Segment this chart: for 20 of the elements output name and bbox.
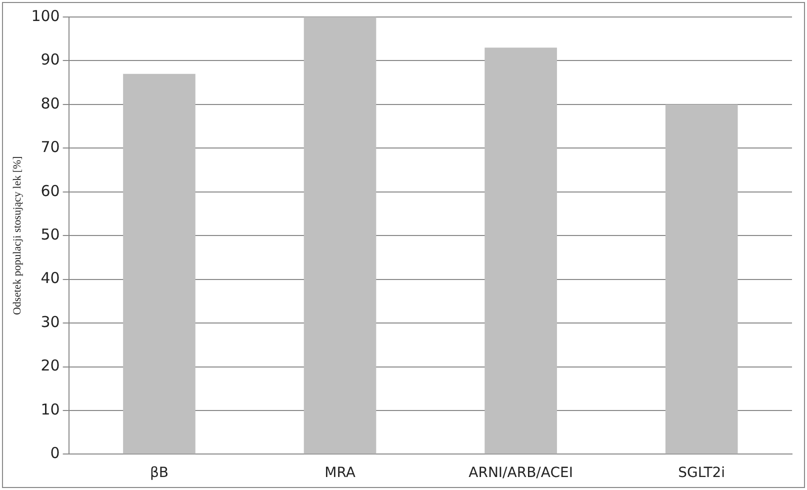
y-tick-label: 40 <box>40 269 60 288</box>
y-tick-label: 60 <box>40 182 60 200</box>
bar <box>484 48 557 454</box>
x-tick-label: MRA <box>324 465 356 482</box>
y-tick-label: 100 <box>31 6 60 25</box>
y-tick-label: 90 <box>40 50 60 69</box>
bar <box>123 74 196 454</box>
bar <box>665 104 738 454</box>
y-tick-label: 50 <box>40 225 60 244</box>
y-tick-label: 30 <box>40 312 60 331</box>
bar <box>304 17 376 454</box>
y-axis-title: Odsetek populacji stosujący lek [%] <box>11 156 24 316</box>
y-tick-label: 70 <box>40 138 60 156</box>
y-tick-label: 20 <box>40 356 60 375</box>
x-tick-label: ARNI/ARB/ACEI <box>468 465 573 482</box>
x-tick-label: βB <box>150 465 168 482</box>
y-tick-label: 80 <box>40 94 60 112</box>
y-tick-label: 0 <box>50 444 60 462</box>
x-tick-label: SGLT2i <box>678 465 726 482</box>
y-tick-label: 10 <box>40 400 60 418</box>
